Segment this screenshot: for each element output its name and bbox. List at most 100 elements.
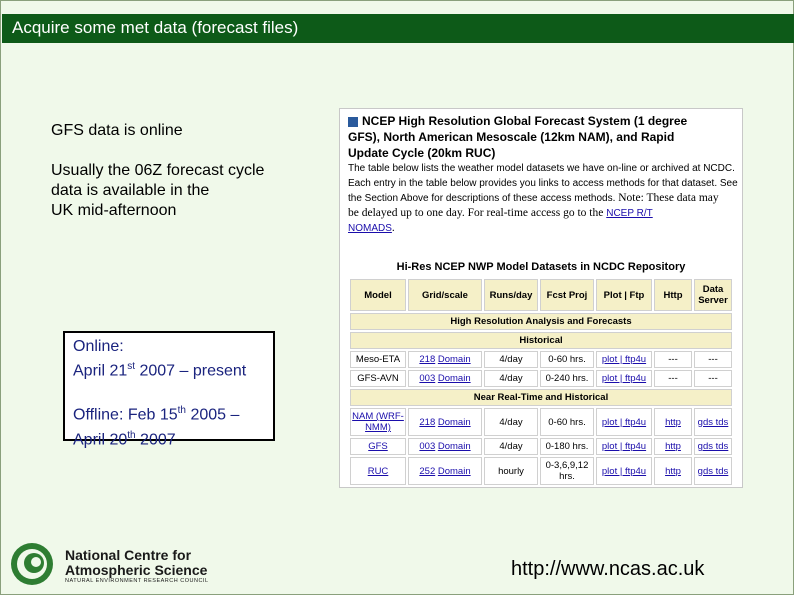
table-cell: 4/day: [484, 408, 538, 436]
table-cell: 218 Domain: [408, 408, 482, 436]
table-row: RUC 252 Domain hourly 0-3,6,9,12 hrs. plot |…: [350, 457, 732, 485]
server-none: ---: [708, 354, 718, 365]
table-cell: 003 Domain: [408, 370, 482, 387]
table-cell: 252 Domain: [408, 457, 482, 485]
grid-number-link[interactable]: 003: [419, 373, 436, 384]
table-cell: plot | ftp4u: [596, 370, 652, 387]
model-name: Meso-ETA: [355, 354, 401, 365]
table-cell: ---: [654, 370, 692, 387]
table-cell: 0-3,6,9,12 hrs.: [540, 457, 594, 485]
table-cell: 0-60 hrs.: [540, 408, 594, 436]
col-header: Fcst Proj: [540, 279, 594, 311]
forecast-projection: 0-60 hrs.: [548, 416, 586, 428]
table-cell: 0-240 hrs.: [540, 370, 594, 387]
grid-number-link[interactable]: 252: [419, 465, 436, 477]
col-header: Data Server: [694, 279, 732, 311]
ncas-swirl-icon: [11, 543, 53, 585]
domain-link[interactable]: Domain: [437, 416, 471, 428]
screenshot-header: NCEP High Resolution Global Forecast Sys…: [348, 114, 688, 160]
grid-number-link[interactable]: 218: [419, 416, 436, 428]
availability-box: Online: April 21st 2007 – present Offlin…: [63, 331, 275, 448]
plot-ftp-link[interactable]: plot | ftp4u: [601, 416, 647, 428]
data-server-link[interactable]: gds tds: [697, 441, 729, 452]
table-cell: 4/day: [484, 438, 538, 455]
table-cell: ---: [694, 351, 732, 368]
table-cell: gds tds: [694, 408, 732, 436]
forecast-cycle-line-1: Usually the 06Z forecast cycle: [51, 162, 265, 179]
http-none: ---: [668, 354, 678, 365]
gfs-online-text: GFS data is online: [51, 122, 183, 139]
table-cell: GFS-AVN: [350, 370, 406, 387]
table-cell: plot | ftp4u: [596, 457, 652, 485]
grid-number-link[interactable]: 003: [419, 441, 436, 452]
forecast-projection: 0-3,6,9,12 hrs.: [545, 460, 589, 482]
logo-name: National Centre for Atmospheric Science: [65, 547, 208, 578]
data-server-link[interactable]: gds tds: [697, 416, 729, 428]
plot-ftp-link[interactable]: plot | ftp4u: [601, 354, 647, 365]
domain-link[interactable]: Domain: [437, 373, 471, 384]
data-server-link[interactable]: gds tds: [697, 465, 729, 477]
col-header: Runs/day: [484, 279, 538, 311]
datasets-table: Model Grid/scale Runs/day Fcst Proj Plot…: [348, 277, 734, 487]
table-row: Meso-ETA 218 Domain 4/day 0-60 hrs. plot | f…: [350, 351, 732, 368]
table-cell: 4/day: [484, 370, 538, 387]
ncas-url[interactable]: http://www.ncas.ac.uk: [511, 558, 705, 580]
table-row: GFS 003 Domain 4/day 0-180 hrs. plot | ftp4u…: [350, 438, 732, 455]
section-row: Historical: [350, 332, 732, 349]
offline-dates: Offline: Feb 15th 2005 –: [73, 405, 240, 424]
table-cell: 0-60 hrs.: [540, 351, 594, 368]
runs-per-day: 4/day: [499, 416, 523, 428]
runs-per-day: 4/day: [499, 441, 523, 452]
table-cell: 003 Domain: [408, 438, 482, 455]
forecast-cycle-line-2: data is available in the: [51, 182, 210, 199]
forecast-projection: 0-240 hrs.: [545, 373, 589, 384]
model-link[interactable]: RUC: [367, 465, 389, 477]
grid-number-link[interactable]: 218: [419, 354, 436, 365]
table-cell: 0-180 hrs.: [540, 438, 594, 455]
ncas-logo: National Centre for Atmospheric Science N…: [9, 541, 239, 589]
plot-ftp-link[interactable]: plot | ftp4u: [601, 373, 647, 384]
model-link[interactable]: NAM (WRF-NMM): [352, 411, 404, 433]
model-name: GFS-AVN: [357, 373, 399, 384]
http-link[interactable]: http: [665, 465, 681, 477]
table-cell: 4/day: [484, 351, 538, 368]
online-dates: April 21st 2007 – present: [73, 361, 247, 380]
logo-subtitle: NATURAL ENVIRONMENT RESEARCH COUNCIL: [65, 578, 209, 584]
nomads-link[interactable]: NOMADS: [348, 223, 392, 234]
table-row: NAM (WRF-NMM) 218 Domain 4/day 0-60 hrs. plo…: [350, 408, 732, 436]
ncep-rt-link[interactable]: NCEP R/T: [606, 208, 653, 219]
plot-ftp-link[interactable]: plot | ftp4u: [601, 441, 647, 452]
slide-title: Acquire some met data (forecast files): [12, 18, 299, 37]
table-cell: RUC: [350, 457, 406, 485]
table-cell: plot | ftp4u: [596, 351, 652, 368]
table-cell: NAM (WRF-NMM): [350, 408, 406, 436]
col-header: Plot | Ftp: [596, 279, 652, 311]
table-cell: GFS: [350, 438, 406, 455]
offline-dates-end: April 20th 2007: [73, 429, 176, 448]
table-cell: ---: [694, 370, 732, 387]
online-label: Online:: [73, 338, 124, 355]
table-cell: gds tds: [694, 438, 732, 455]
http-link[interactable]: http: [665, 441, 681, 452]
col-header: Http: [654, 279, 692, 311]
ncdc-screenshot: NCEP High Resolution Global Forecast Sys…: [339, 108, 743, 488]
table-cell: ---: [654, 351, 692, 368]
domain-link[interactable]: Domain: [437, 354, 471, 365]
http-link[interactable]: http: [665, 416, 681, 428]
screenshot-description: The table below lists the weather model …: [348, 163, 738, 234]
table-cell: hourly: [484, 457, 538, 485]
bullet-icon: [348, 116, 358, 127]
table-cell: http: [654, 457, 692, 485]
col-header: Model: [350, 279, 406, 311]
plot-ftp-link[interactable]: plot | ftp4u: [601, 465, 647, 477]
domain-link[interactable]: Domain: [437, 441, 471, 452]
table-cell: gds tds: [694, 457, 732, 485]
runs-per-day: 4/day: [499, 354, 523, 365]
runs-per-day: hourly: [498, 465, 524, 477]
http-none: ---: [668, 373, 678, 384]
model-link[interactable]: GFS: [368, 441, 388, 452]
table-cell: Meso-ETA: [350, 351, 406, 368]
col-header: Grid/scale: [408, 279, 482, 311]
domain-link[interactable]: Domain: [437, 465, 471, 477]
